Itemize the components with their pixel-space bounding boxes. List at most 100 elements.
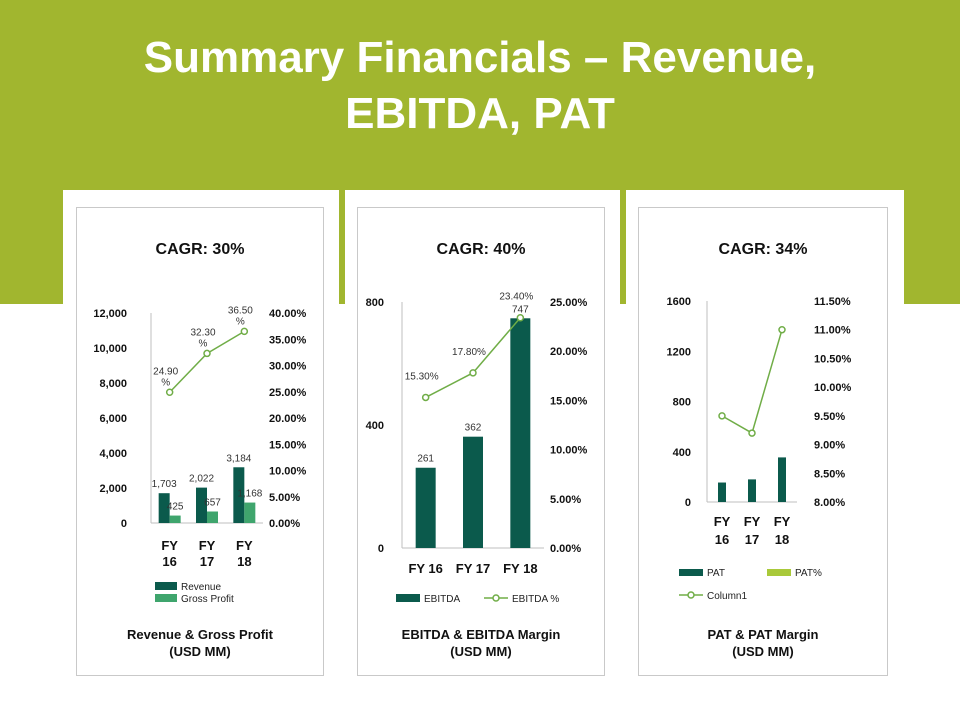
ebitda-margin-data-label: 15.30% <box>405 371 439 382</box>
pat-bar-pat <box>718 482 726 502</box>
ebitda-y-left-tick: 0 <box>378 543 384 555</box>
rev-y-left-tick: 12,000 <box>93 308 127 320</box>
pat-legend: PAT PAT% Column1 <box>679 568 822 602</box>
pat-y-right-tick: 9.50% <box>814 411 845 423</box>
page-title-line-2: EBITDA, PAT <box>345 89 615 138</box>
ebitda-margin-point <box>469 369 477 377</box>
ebitda-margin-point <box>516 313 525 322</box>
ebitda-chart-title: EBITDA & EBITDA Margin <box>402 627 561 642</box>
ebitda-bar-ebitda <box>510 318 531 548</box>
ebitda-y-left-tick: 400 <box>366 420 384 432</box>
rev-bar-data-label: 1,703 <box>152 479 177 490</box>
rev-bar-revenue <box>196 487 207 523</box>
rev-bar-data-label: 657 <box>204 498 221 509</box>
rev-margin-point <box>165 388 174 397</box>
pat-y-left-tick: 0 <box>685 497 691 509</box>
header-banner <box>0 0 960 190</box>
rev-y-right-tick: 0.00% <box>269 518 300 530</box>
rev-y-right-tick: 20.00% <box>269 413 307 425</box>
pat-bar-pat <box>778 457 786 502</box>
legend-swatch-gross-profit <box>155 594 177 602</box>
panel-gap-1 <box>339 190 345 304</box>
ebitda-bar-ebitda <box>415 467 436 548</box>
legend-label-pat-pct: PAT% <box>795 568 822 579</box>
ebitda-y-right-tick: 5.00% <box>550 494 581 506</box>
rev-margin-data-label: % <box>236 316 245 327</box>
pat-category-label: FY <box>774 514 791 529</box>
pat-category-label: 17 <box>745 532 759 547</box>
rev-category-label: FY <box>199 538 216 553</box>
pat-y-right-tick: 10.00% <box>814 382 852 394</box>
revenue-cagr-label: CAGR: 30% <box>156 241 245 258</box>
legend-swatch-pat-pct <box>767 569 791 576</box>
rev-category-label: FY <box>161 538 178 553</box>
legend-marker-column1 <box>687 591 695 599</box>
legend-label-column1: Column1 <box>707 591 747 602</box>
rev-bar-gross-profit <box>169 515 181 523</box>
rev-y-left-tick: 10,000 <box>93 343 127 355</box>
rev-bar-gross-profit <box>207 511 218 523</box>
ebitda-margin-data-label: 23.40% <box>499 292 533 303</box>
rev-bar-data-label: 2,022 <box>189 474 214 485</box>
chart-card-pat: CAGR: 34% 0 400 800 1200 1600 8.00% 8.50% 9.00… <box>638 207 888 676</box>
ebitda-margin-data-label: 17.80% <box>452 347 486 358</box>
ebitda-category-label: FY 17 <box>456 561 490 576</box>
ebitda-bar-data-label: 261 <box>417 454 434 465</box>
legend-marker-ebitda-pct <box>492 594 500 602</box>
pat-y-left-tick: 1200 <box>667 346 691 358</box>
legend-label-gross-profit: Gross Profit <box>181 594 234 605</box>
ebitda-bar-ebitda <box>463 436 483 548</box>
chart-card-revenue: CAGR: 30% 0 2,000 4,000 6,000 8,000 10,000 12,… <box>76 207 324 676</box>
page-title: Summary Financials – Revenue, EBITDA, PA… <box>0 30 960 142</box>
pat-y-left-tick: 400 <box>673 447 691 459</box>
rev-y-right-tick: 25.00% <box>269 387 307 399</box>
pat-category-label: 18 <box>775 532 789 547</box>
pat-y-right-tick: 11.00% <box>814 325 851 337</box>
rev-bar-gross-profit <box>244 502 256 523</box>
ebitda-margin-point <box>421 393 430 402</box>
pat-category-label: 16 <box>715 532 729 547</box>
legend-label-ebitda-pct: EBITDA % <box>512 594 559 605</box>
ebitda-y-right-tick: 0.00% <box>550 543 581 555</box>
pat-category-label: FY <box>714 514 731 529</box>
rev-margin-data-label: 24.90 <box>153 366 178 377</box>
revenue-chart-subtitle: (USD MM) <box>169 644 230 659</box>
pat-y-right-tick: 10.50% <box>814 353 852 365</box>
rev-y-left-tick: 8,000 <box>99 378 127 390</box>
chart-card-ebitda: CAGR: 40% 0 400 800 0.00% 5.00% 10.00% 15.00%… <box>357 207 605 676</box>
ebitda-y-right-tick: 15.00% <box>550 395 588 407</box>
revenue-gross-profit-chart: CAGR: 30% 0 2,000 4,000 6,000 8,000 10,000 12,… <box>93 241 307 659</box>
ebitda-y-left-tick: 800 <box>366 297 384 309</box>
rev-y-right-tick: 35.00% <box>269 334 307 346</box>
ebitda-chart: CAGR: 40% 0 400 800 0.00% 5.00% 10.00% 15.00%… <box>366 241 588 659</box>
ebitda-y-right-tick: 25.00% <box>550 297 588 309</box>
pat-category-label: FY <box>744 514 761 529</box>
pat-cagr-label: CAGR: 34% <box>719 241 808 258</box>
pat-y-right-tick: 9.00% <box>814 440 845 452</box>
legend-label-ebitda: EBITDA <box>424 594 460 605</box>
side-band-left <box>0 190 63 304</box>
rev-y-right-tick: 40.00% <box>269 308 307 320</box>
rev-y-right-tick: 15.00% <box>269 439 307 451</box>
legend-swatch-pat <box>679 569 703 576</box>
ebitda-cagr-label: CAGR: 40% <box>437 241 526 258</box>
rev-y-right-tick: 10.00% <box>269 466 307 478</box>
rev-category-label: 16 <box>162 554 176 569</box>
ebitda-y-right-tick: 20.00% <box>550 346 588 358</box>
legend-swatch-revenue <box>155 582 177 590</box>
rev-margin-data-label: % <box>199 338 208 349</box>
rev-y-left-tick: 6,000 <box>99 413 127 425</box>
rev-bar-data-label: 425 <box>167 502 184 513</box>
ebitda-bar-data-label: 362 <box>465 423 482 434</box>
pat-margin-point <box>778 325 786 334</box>
rev-category-label: 18 <box>237 554 251 569</box>
ebitda-bar-data-label: 747 <box>512 304 529 315</box>
pat-margin-line <box>721 329 783 435</box>
rev-y-left-tick: 2,000 <box>99 483 127 495</box>
rev-bar-revenue <box>233 467 245 523</box>
ebitda-category-label: FY 16 <box>408 561 442 576</box>
rev-category-label: 17 <box>200 554 214 569</box>
legend-swatch-ebitda <box>396 594 420 602</box>
rev-margin-data-label: % <box>161 377 170 388</box>
rev-margin-point <box>203 349 211 358</box>
